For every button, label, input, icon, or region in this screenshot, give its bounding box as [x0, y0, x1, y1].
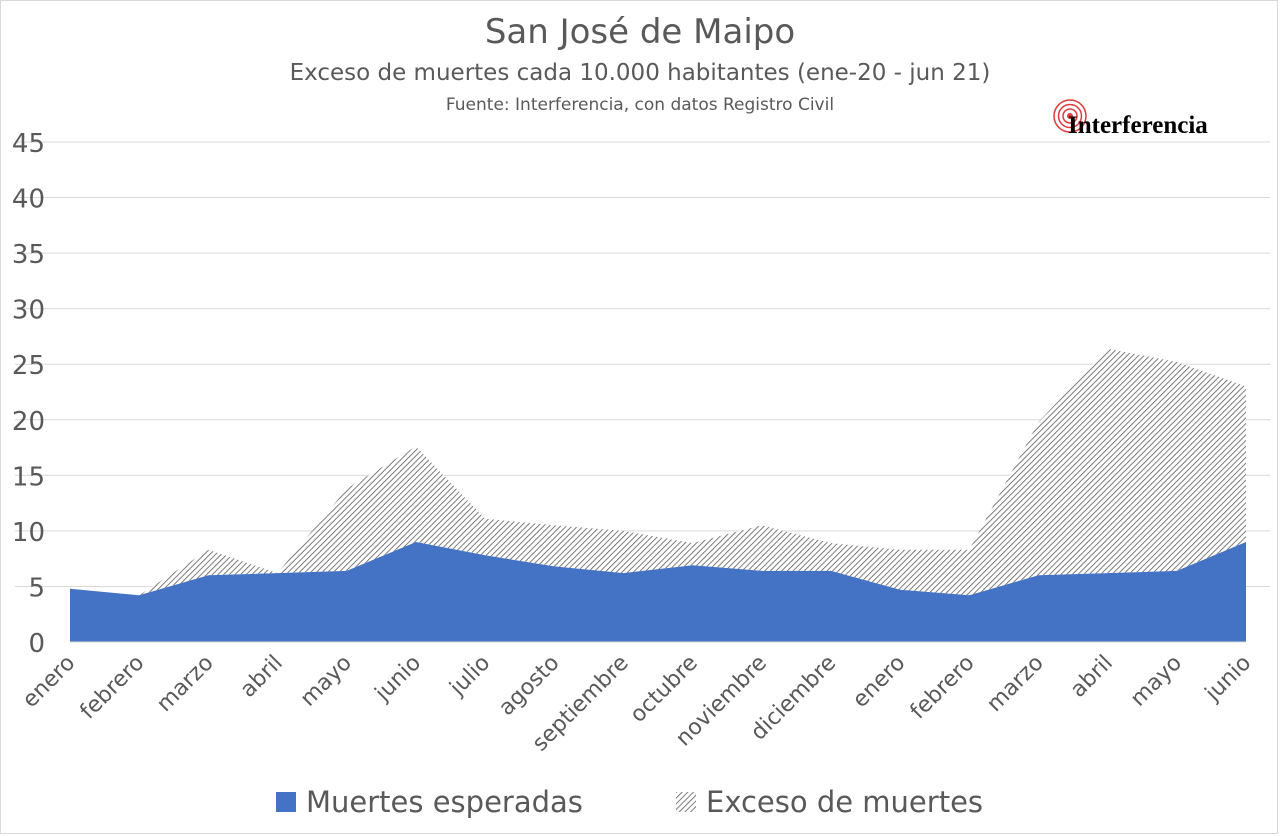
chart-legend: Muertes esperadas Exceso de muertes	[0, 785, 1280, 825]
y-tick-label: 30	[12, 296, 45, 326]
x-tick-label: abril	[1066, 651, 1118, 703]
legend-item-excess: Exceso de muertes	[676, 785, 983, 819]
x-tick-label: enero	[848, 651, 910, 713]
legend-item-expected: Muertes esperadas	[276, 785, 583, 819]
x-tick-label: junio	[370, 651, 426, 707]
chart-source: Fuente: Interferencia, con datos Registr…	[445, 95, 835, 115]
legend-label-expected: Muertes esperadas	[306, 785, 583, 819]
y-tick-label: 20	[12, 407, 45, 437]
chart-subtitle: Exceso de muertes cada 10.000 habitantes…	[289, 60, 991, 86]
x-tick-label: febrero	[906, 651, 980, 725]
y-tick-label: 45	[12, 129, 45, 159]
y-tick-label: 0	[28, 629, 45, 659]
x-tick-label: enero	[18, 651, 80, 713]
logo-rings-icon	[1053, 99, 1087, 133]
legend-label-excess: Exceso de muertes	[706, 785, 984, 819]
interferencia-logo: Interferencia	[1052, 98, 1252, 142]
y-tick-label: 5	[28, 573, 45, 603]
x-tick-label: mayo	[1126, 651, 1187, 712]
logo-text: Interferencia	[1068, 112, 1208, 139]
chart-title: San José de Maipo	[484, 12, 796, 52]
series-expected-area	[70, 542, 1246, 642]
legend-swatch-excess	[676, 792, 696, 812]
legend-swatch-expected	[276, 792, 296, 812]
y-tick-label: 25	[12, 351, 45, 381]
x-tick-label: abril	[236, 651, 288, 703]
x-tick-label: mayo	[296, 651, 357, 712]
x-tick-label: marzo	[152, 651, 218, 717]
x-tick-label: junio	[1200, 651, 1256, 707]
x-tick-label: julio	[445, 651, 496, 702]
y-tick-label: 35	[12, 240, 45, 270]
x-tick-label: febrero	[76, 651, 150, 725]
x-tick-label: agosto	[494, 651, 564, 721]
y-tick-label: 15	[12, 462, 45, 492]
y-tick-label: 40	[12, 185, 45, 215]
x-tick-label: marzo	[982, 651, 1048, 717]
series-excess-area	[70, 348, 1246, 596]
y-tick-label: 10	[12, 518, 45, 548]
